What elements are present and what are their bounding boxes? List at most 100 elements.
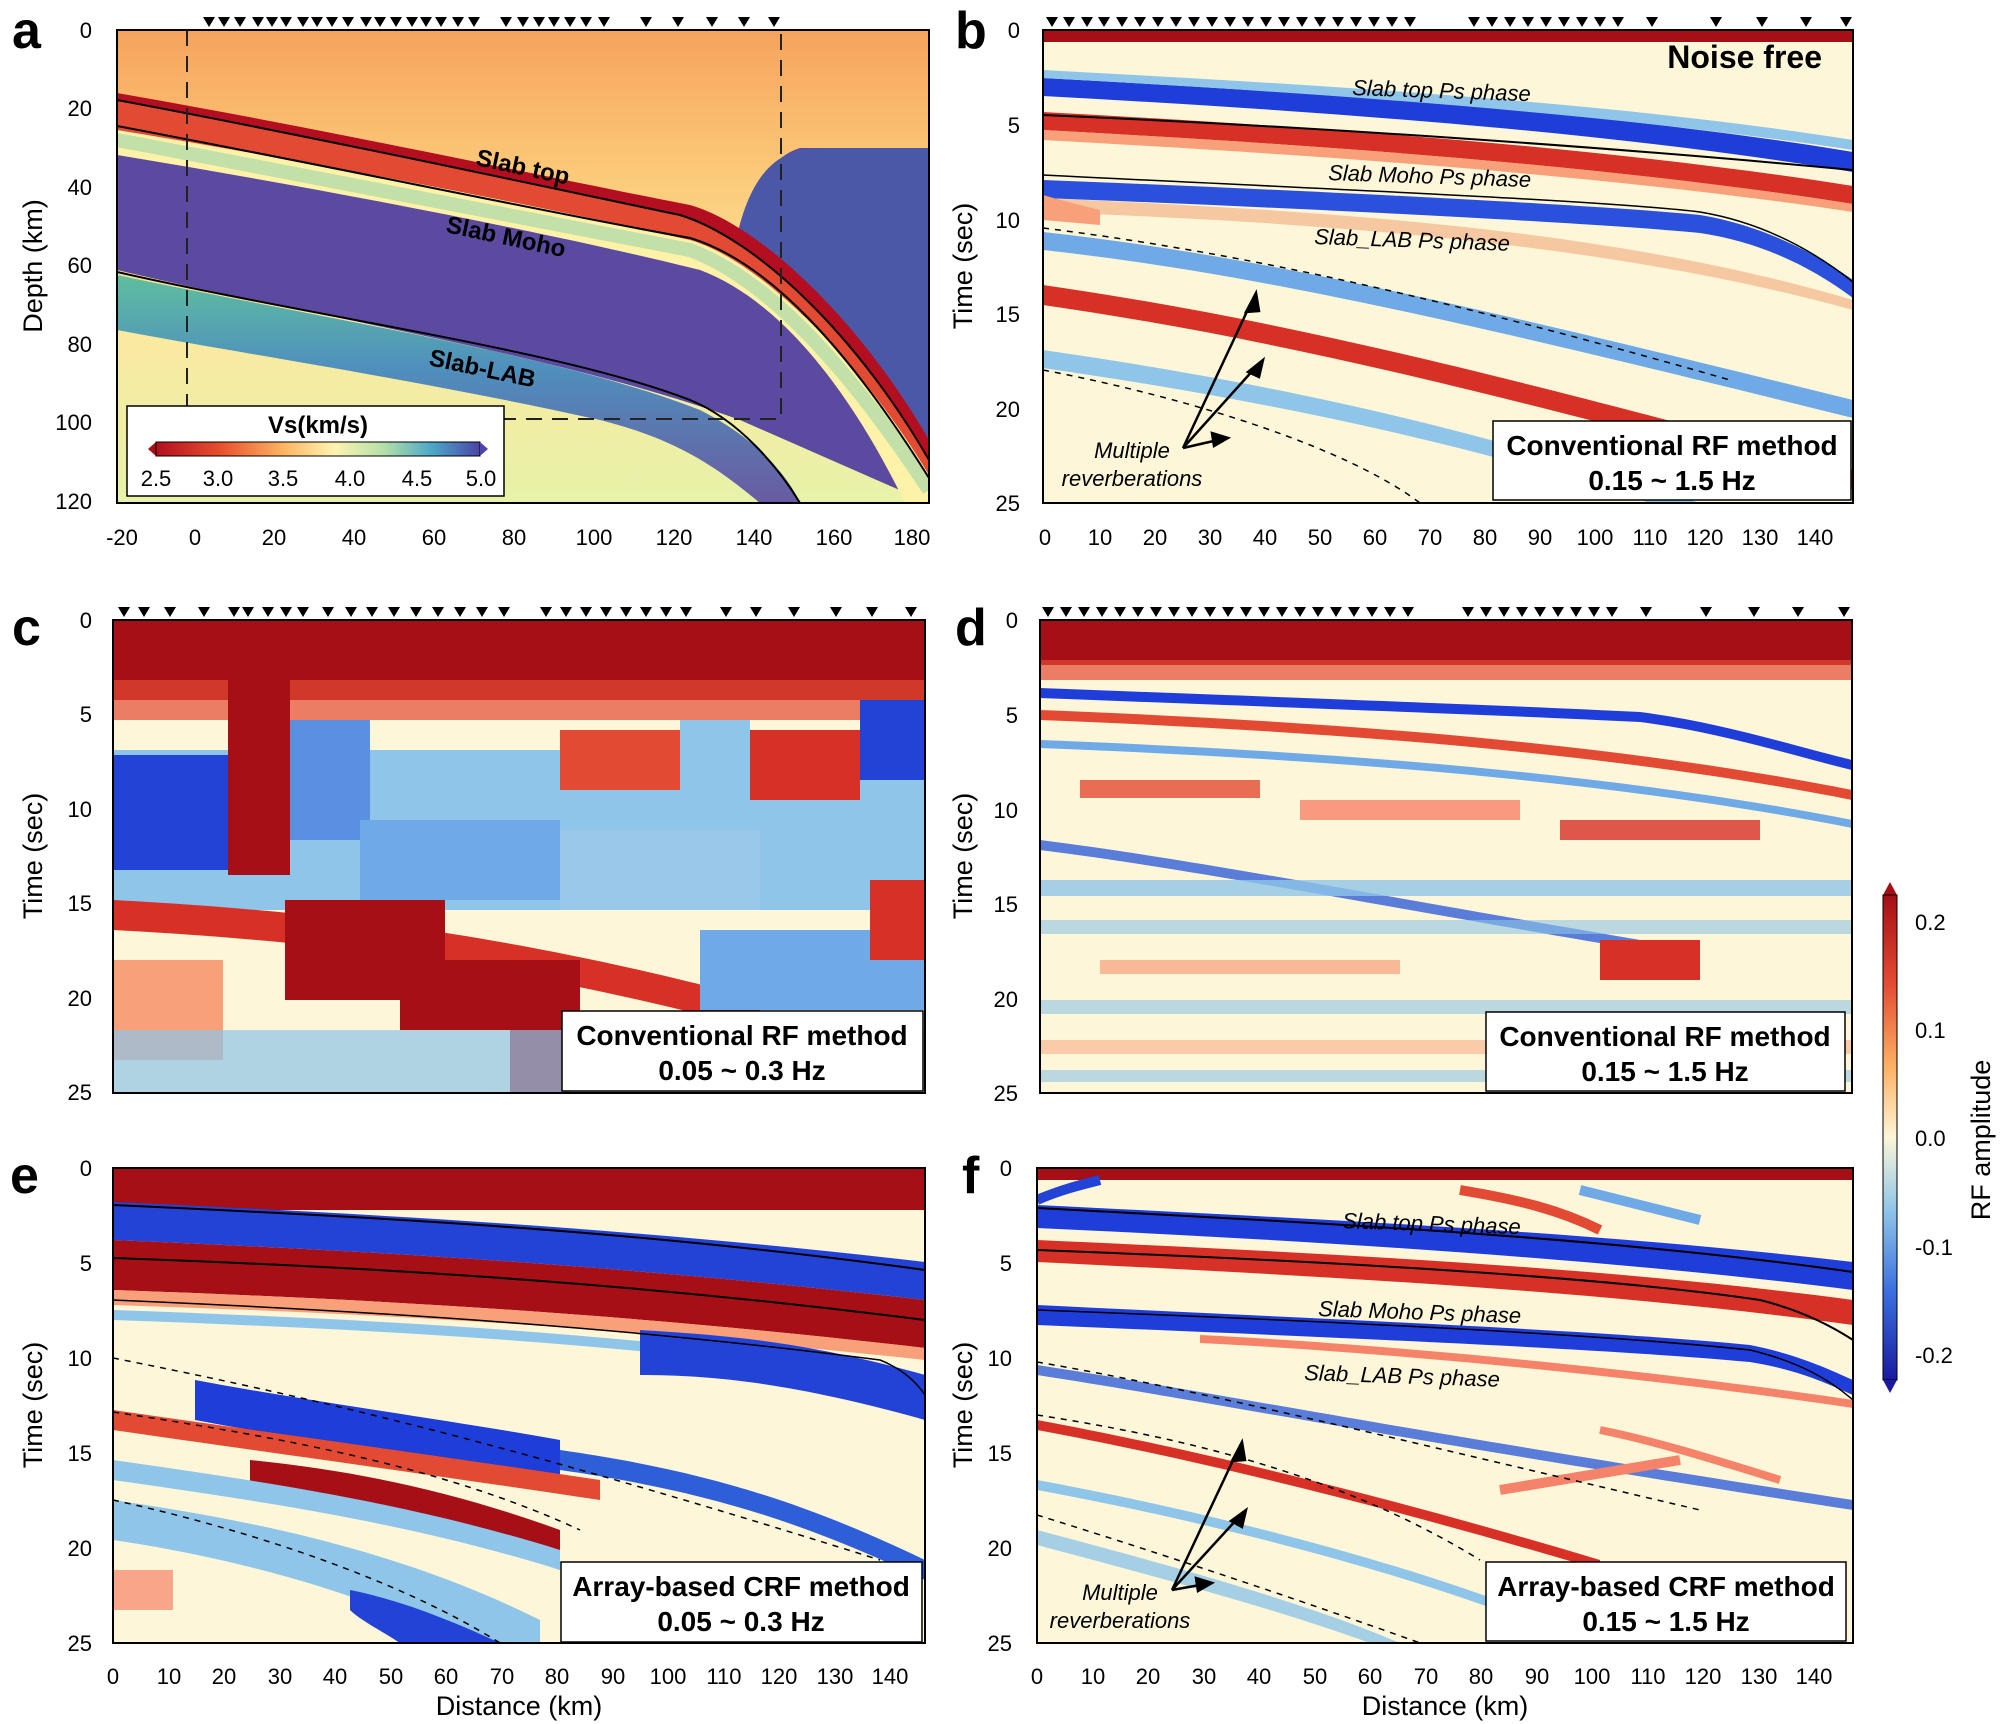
y-tick: 20 — [68, 1536, 92, 1561]
station-markers-a — [203, 17, 780, 27]
rf-image-c — [113, 620, 925, 1093]
x-tick: 140 — [736, 525, 773, 550]
panel-c-ylabel: Time (sec) — [18, 793, 48, 920]
rf-image-e — [113, 1168, 925, 1643]
x-tick: 130 — [1742, 525, 1779, 550]
x-tick: 130 — [817, 1664, 854, 1689]
x-tick: 20 — [262, 525, 286, 550]
x-tick: 0 — [107, 1664, 119, 1689]
y-tick: 10 — [68, 797, 92, 822]
y-tick: 5 — [80, 1251, 92, 1276]
y-tick: 5 — [80, 702, 92, 727]
y-tick: 0 — [1006, 608, 1018, 633]
y-tick: 20 — [988, 1536, 1012, 1561]
x-tick: 90 — [601, 1664, 625, 1689]
y-tick: 25 — [996, 491, 1020, 516]
x-tick: 60 — [1358, 1664, 1382, 1689]
panel-f-yticks: 0 5 10 15 20 25 — [988, 1156, 1012, 1656]
multiple-arrows-f — [1170, 1438, 1248, 1593]
panel-e-xlabel: Distance (km) — [436, 1691, 603, 1721]
panel-c: c Time (sec) — [12, 599, 926, 1105]
vs-tick: 5.0 — [466, 466, 497, 491]
y-tick: 10 — [996, 208, 1020, 233]
panel-a-xticks: -20 0 20 40 60 80 100 120 140 160 180 — [106, 525, 930, 550]
y-tick: 0 — [80, 1156, 92, 1181]
vs-model-image — [117, 30, 929, 503]
x-tick: 80 — [545, 1664, 569, 1689]
method-box-b: Conventional RF method 0.15 ~ 1.5 Hz — [1492, 420, 1852, 501]
panel-e-yticks: 0 5 10 15 20 25 — [68, 1156, 92, 1656]
panel-b-letter: b — [955, 2, 987, 60]
vs-colorbar-title: Vs(km/s) — [268, 412, 368, 439]
y-tick: 0 — [80, 18, 92, 43]
x-tick: 140 — [872, 1664, 909, 1689]
panel-e-xticks: 0 10 20 30 40 50 60 70 80 90 100 110 120… — [107, 1664, 908, 1689]
x-tick: 40 — [1247, 1664, 1271, 1689]
y-tick: 10 — [68, 1346, 92, 1371]
panel-c-letter: c — [12, 599, 41, 657]
x-tick: 180 — [894, 525, 931, 550]
y-tick: 60 — [68, 253, 92, 278]
panel-e-ylabel: Time (sec) — [18, 1342, 48, 1469]
y-tick: 120 — [55, 489, 92, 514]
x-tick: 70 — [490, 1664, 514, 1689]
method-label: Array-based CRF method — [572, 1571, 910, 1602]
x-tick: 140 — [1797, 525, 1834, 550]
y-tick: 20 — [996, 397, 1020, 422]
panel-b-yticks: 0 5 10 15 20 25 — [996, 18, 1020, 516]
method-box-f: Array-based CRF method 0.15 ~ 1.5 Hz — [1485, 1561, 1847, 1642]
x-tick: 60 — [422, 525, 446, 550]
rf-colorbar: 0.2 0.1 0.0 -0.1 -0.2 RF amplitude — [1882, 882, 1996, 1393]
y-tick: 25 — [994, 1081, 1018, 1106]
y-tick: 0 — [1000, 1156, 1012, 1181]
vs-tick: 4.5 — [402, 466, 433, 491]
panel-b-ylabel: Time (sec) — [948, 203, 978, 330]
y-tick: 40 — [68, 175, 92, 200]
x-tick: 60 — [1363, 525, 1387, 550]
x-tick: 110 — [706, 1664, 741, 1689]
multiple-label-1: Multiple — [1082, 1580, 1158, 1605]
y-tick: 25 — [68, 1080, 92, 1105]
rf-colorbar-ticks: 0.2 0.1 0.0 -0.1 -0.2 — [1915, 910, 1953, 1368]
panel-d-ylabel: Time (sec) — [948, 793, 978, 920]
x-tick: 10 — [157, 1664, 181, 1689]
method-label: Conventional RF method — [1506, 430, 1837, 461]
x-tick: 130 — [1741, 1664, 1778, 1689]
x-tick: 120 — [1685, 1664, 1722, 1689]
x-tick: 70 — [1418, 525, 1442, 550]
panel-e: e Time (sec) 0 — [10, 1147, 926, 1721]
rf-tick: 0.2 — [1915, 910, 1946, 935]
x-tick: 50 — [1308, 525, 1332, 550]
x-tick: 100 — [1574, 1664, 1611, 1689]
x-tick: 120 — [761, 1664, 798, 1689]
y-tick: 20 — [68, 986, 92, 1011]
x-tick: 60 — [434, 1664, 458, 1689]
panel-d-yticks: 0 5 10 15 20 25 — [994, 608, 1018, 1106]
panel-f-letter: f — [962, 1147, 980, 1205]
x-tick: 40 — [323, 1664, 347, 1689]
frequency-label: 0.05 ~ 0.3 Hz — [657, 1606, 824, 1637]
panel-f-ylabel: Time (sec) — [948, 1342, 978, 1469]
x-tick: -20 — [106, 525, 138, 550]
frequency-label: 0.15 ~ 1.5 Hz — [1581, 1056, 1748, 1087]
rf-tick: -0.2 — [1915, 1343, 1953, 1368]
x-tick: 0 — [189, 525, 201, 550]
y-tick: 15 — [994, 892, 1018, 917]
panel-a-yticks: 0 20 40 60 80 100 120 — [55, 18, 92, 514]
multiple-label-1: Multiple — [1094, 438, 1170, 463]
vs-tick: 3.5 — [268, 466, 299, 491]
panel-f: f Time (sec) 0 — [948, 1147, 1854, 1721]
x-tick: 80 — [1473, 525, 1497, 550]
multiple-label-2: reverberations — [1050, 1608, 1191, 1633]
y-tick: 20 — [994, 987, 1018, 1012]
x-tick: 100 — [576, 525, 613, 550]
vs-tick: 3.0 — [203, 466, 234, 491]
y-tick: 10 — [994, 798, 1018, 823]
x-tick: 90 — [1528, 525, 1552, 550]
frequency-label: 0.15 ~ 1.5 Hz — [1582, 1606, 1749, 1637]
x-tick: 100 — [1577, 525, 1614, 550]
frequency-label: 0.05 ~ 0.3 Hz — [658, 1055, 825, 1086]
y-tick: 15 — [996, 302, 1020, 327]
noise-free-label: Noise free — [1667, 39, 1822, 75]
